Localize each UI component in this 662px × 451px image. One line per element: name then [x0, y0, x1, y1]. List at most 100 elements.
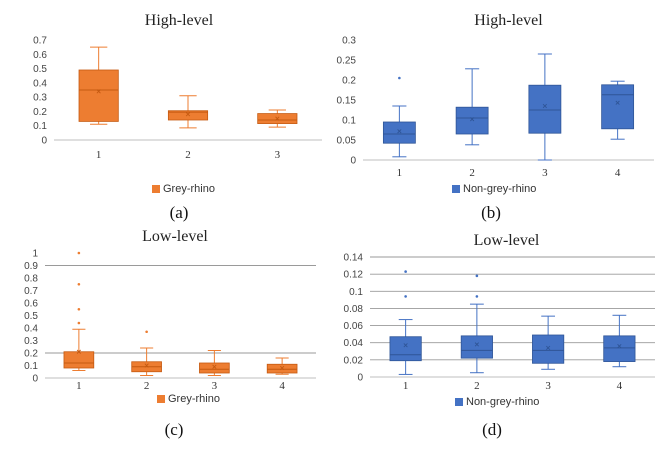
x-tick-label: 2 — [469, 167, 475, 179]
mean-marker — [275, 116, 280, 121]
legend: Grey-rhino — [157, 393, 220, 405]
legend-label: Non-grey-rhino — [463, 183, 537, 195]
x-tick-label: 3 — [212, 380, 218, 392]
box-4 — [266, 357, 298, 375]
legend-swatch — [452, 185, 460, 193]
x-tick-label: 4 — [617, 380, 623, 392]
y-tick-label: 0.2 — [24, 349, 38, 360]
x-tick-label: 2 — [185, 149, 191, 161]
legend-label: Grey-rhino — [163, 183, 215, 195]
y-tick-label: 0.12 — [344, 270, 364, 281]
legend-label: Grey-rhino — [168, 393, 220, 405]
x-tick-label: 3 — [542, 167, 548, 179]
y-tick-label: 0.1 — [349, 287, 363, 298]
box-plot: 0 0.1 0.2 0.3 0.4 0.5 0.6 0.7 1 2 3 — [33, 36, 322, 161]
legend-swatch — [152, 185, 160, 193]
x-tick-label: 3 — [275, 149, 281, 161]
mean-marker — [546, 345, 551, 350]
box-iqr — [528, 84, 562, 134]
outlier-point — [398, 76, 401, 80]
box-iqr — [78, 69, 119, 122]
y-tick-label: 0.3 — [24, 336, 38, 347]
y-tick-label: 1 — [32, 249, 38, 260]
mean-marker — [403, 343, 408, 348]
chart-panel-a: High-level 0 0.1 0.2 0.3 0.4 0.5 0.6 0.7 1 2 3 Gre… — [0, 0, 330, 225]
chart-title: High-level — [144, 12, 214, 29]
y-tick-label: 0.7 — [33, 36, 47, 47]
y-tick-label: 0.08 — [344, 304, 364, 315]
outlier-point — [404, 270, 407, 273]
box-3 — [528, 53, 562, 161]
box-1 — [78, 46, 119, 125]
y-tick-label: 0.7 — [24, 286, 38, 297]
y-tick-label: 0.05 — [337, 136, 357, 147]
chart-title: High-level — [474, 12, 543, 29]
box-iqr — [167, 110, 209, 121]
box-1 — [389, 270, 422, 375]
x-tick-label: 1 — [96, 149, 102, 161]
x-tick-label: 2 — [144, 380, 150, 392]
y-tick-label: 0.06 — [344, 321, 364, 332]
x-tick-label: 2 — [474, 380, 480, 392]
y-tick-label: 0.02 — [344, 355, 364, 366]
box-iqr — [455, 106, 489, 135]
outlier-point — [77, 251, 81, 255]
outlier-point — [145, 330, 148, 334]
mean-marker — [470, 117, 475, 122]
x-tick-label: 4 — [615, 167, 621, 179]
outlier-point — [77, 282, 81, 286]
mean-marker — [474, 342, 479, 347]
legend: Non-grey-rhino — [455, 396, 539, 408]
chart-panel-b: High-level 0 0.05 0.1 0.15 0.2 0.25 0.3 1 2 3 4 No… — [331, 0, 662, 225]
box-2 — [167, 95, 209, 129]
outlier-point — [77, 307, 81, 311]
x-tick-label: 4 — [279, 380, 285, 392]
outlier-point — [475, 274, 479, 278]
y-tick-label: 0.1 — [342, 116, 356, 127]
box-iqr — [63, 351, 95, 369]
chart-panel-c: Low-level 0 0.1 0.2 0.3 0.4 0.5 0.6 0.7 0.8 0.9 1 1… — [0, 225, 330, 451]
mean-marker — [280, 365, 285, 371]
box-plot: 0 0.05 0.1 0.15 0.2 0.25 0.3 1 2 3 4 — [337, 36, 654, 179]
y-tick-label: 0.1 — [33, 121, 47, 132]
y-tick-label: 0.4 — [33, 78, 47, 89]
caption: (c) — [164, 420, 184, 439]
x-tick-label: 1 — [403, 380, 409, 392]
y-tick-label: 0.6 — [33, 50, 47, 61]
y-tick-label: 0.04 — [344, 338, 364, 349]
y-tick-label: 0.4 — [24, 324, 38, 335]
y-tick-label: 0 — [350, 156, 356, 167]
x-tick-label: 1 — [76, 380, 82, 392]
legend: Grey-rhino — [152, 183, 215, 195]
mean-marker — [212, 364, 217, 369]
box-3 — [532, 315, 565, 370]
box-4 — [603, 314, 636, 368]
mean-marker — [615, 100, 620, 105]
box-iqr — [532, 334, 565, 364]
y-tick-label: 0.3 — [33, 93, 47, 104]
legend-label: Non-grey-rhino — [466, 396, 540, 408]
y-tick-label: 0.5 — [33, 64, 47, 75]
x-tick-label: 1 — [397, 167, 403, 179]
mean-marker — [397, 129, 402, 134]
box-plot: 00.10.20.30.40.50.60.70.80.911 2 3 4 — [24, 249, 316, 392]
box-iqr — [460, 335, 493, 359]
mean-marker — [617, 344, 622, 349]
y-tick-label: 0.9 — [24, 261, 38, 272]
chart-title: Low-level — [142, 228, 208, 245]
y-tick-label: 0.14 — [344, 253, 364, 264]
mean-marker — [185, 112, 191, 117]
caption: (b) — [481, 203, 501, 222]
box-plot: 0 0.02 0.04 0.06 0.08 0.1 0.12 0.14 1 2 3 4 — [344, 253, 655, 392]
mean-marker — [96, 89, 101, 94]
outlier-point — [404, 295, 407, 298]
y-tick-label: 0.5 — [24, 311, 38, 322]
x-tick-label: 3 — [545, 380, 551, 392]
box-iqr — [603, 335, 636, 362]
mean-marker — [76, 349, 81, 354]
outlier-point — [475, 295, 479, 298]
chart-title: Low-level — [473, 232, 540, 249]
legend: Non-grey-rhino — [452, 183, 536, 195]
y-tick-label: 0.25 — [337, 56, 357, 67]
box-4 — [601, 80, 635, 140]
